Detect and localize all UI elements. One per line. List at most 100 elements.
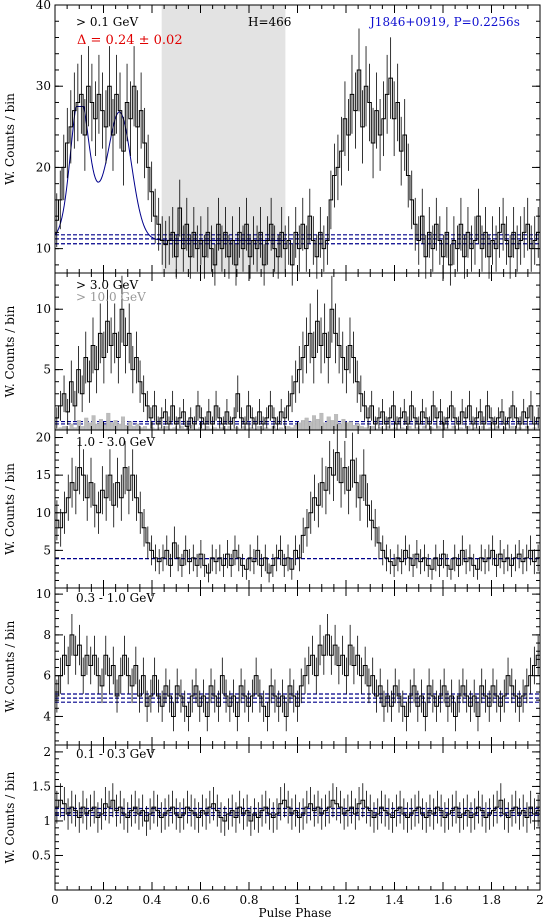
high-energy-bin (341, 418, 346, 431)
x-ticks (54, 745, 541, 890)
x-tick-label: 1.4 (385, 893, 404, 907)
high-energy-bin (106, 412, 111, 431)
panel-0.3-1.0-gev: 4 6 8 10 W. Counts / bin 0.3 - 1.0 GeV (3, 587, 541, 746)
y-tick-label: 15 (36, 468, 51, 482)
x-tick-labels: 0 0.2 0.4 0.6 0.8 1 1.2 1.4 1.6 1.8 2 (51, 893, 544, 907)
x-ticks (54, 588, 541, 745)
x-ticks (54, 5, 541, 273)
histogram-bin-outline (55, 452, 540, 574)
high-energy-bin (352, 425, 357, 431)
high-energy-bin (117, 423, 122, 431)
high-energy-bin (205, 426, 210, 431)
y-ticks: 0.5 1 1.5 2 (32, 745, 540, 891)
y-tick-label: 10 (36, 506, 51, 520)
high-energy-bin (98, 418, 103, 431)
y-tick-label: 4 (43, 709, 51, 723)
high-energy-bin (510, 426, 515, 431)
energy-label: 1.0 - 3.0 GeV (76, 435, 155, 449)
y-ticks: 10 20 30 40 (36, 0, 540, 266)
y-tick-label: 40 (36, 0, 51, 12)
x-ticks (54, 430, 541, 588)
high-energy-bin (348, 421, 353, 431)
y-tick-label: 10 (36, 302, 51, 316)
high-energy-bin (109, 422, 114, 431)
x-ticks (54, 273, 541, 430)
high-energy-bin (436, 426, 441, 431)
x-tick-label: 1 (294, 893, 302, 907)
y-tick-label: 20 (36, 160, 51, 174)
y-tick-label: 10 (36, 587, 51, 601)
x-tick-label: 0.4 (142, 893, 161, 907)
histogram-bin-outline (55, 69, 540, 266)
panel-1.0-3.0-gev: 5 10 15 20 W. Counts / bin 1.0 - 3.0 GeV (3, 424, 541, 589)
high-energy-bin (337, 423, 342, 431)
y-axis-label: W. Counts / bin (3, 93, 17, 185)
high-energy-bin (132, 426, 136, 431)
high-energy-bin (359, 426, 364, 431)
y-tick-label: 10 (36, 242, 51, 256)
high-energy-bin (293, 425, 298, 431)
high-energy-bin (84, 417, 89, 431)
y-ticks: 4 6 8 10 (36, 587, 540, 742)
high-energy-bin (69, 423, 74, 431)
high-energy-bin (481, 426, 486, 431)
high-energy-bin (315, 418, 320, 431)
histogram-bin-outline (55, 799, 540, 822)
high-energy-bin (165, 426, 170, 431)
pulsar-label: J1846+0919, P=0.2256s (368, 15, 520, 29)
histogram (55, 275, 540, 430)
high-energy-bin (422, 426, 427, 431)
high-energy-bin (80, 426, 85, 431)
high-energy-bin (323, 422, 328, 431)
high-energy-bin (326, 416, 331, 431)
y-tick-label: 5 (43, 543, 51, 557)
delta-label: Δ = 0.24 ± 0.02 (77, 33, 183, 48)
high-energy-bin (120, 416, 125, 431)
panel-gt-3.0-gev: 5 10 W. Counts / bin > 3.0 GeV > 10.0 GeV (3, 272, 541, 431)
x-tick-label: 1.6 (433, 893, 452, 907)
panel-gt-0.1-gev: 10 20 30 40 W. Counts / bin > 0.1 GeV Δ = 0… (3, 0, 541, 286)
x-axis-label: Pulse Phase (259, 906, 332, 920)
high-energy-bin (312, 415, 317, 431)
histogram (55, 424, 540, 583)
y-tick-label: 0.5 (32, 848, 51, 862)
histogram-bin-outline (55, 308, 540, 427)
y-tick-label: 5 (43, 363, 51, 377)
high-energy-bin (301, 420, 305, 431)
y-tick-label: 1.5 (32, 779, 51, 793)
high-energy-bin (143, 426, 147, 431)
high-energy-bin (179, 426, 184, 431)
energy-label: 0.3 - 1.0 GeV (76, 591, 155, 605)
y-tick-label: 2 (43, 745, 51, 759)
y-axis-label: W. Counts / bin (3, 620, 17, 712)
high-energy-bin (495, 426, 500, 431)
high-energy-bin (62, 426, 67, 431)
high-energy-bin (242, 426, 247, 431)
high-energy-bin (91, 415, 96, 431)
high-energy-bin (370, 426, 375, 431)
high-energy-bin (297, 422, 302, 431)
x-tick-label: 2 (536, 893, 544, 907)
x-tick-label: 0.8 (239, 893, 258, 907)
y-tick-label: 20 (36, 431, 51, 445)
h-statistic-label: H=466 (248, 15, 291, 29)
histogram (55, 783, 540, 836)
high-energy-bin (95, 423, 100, 431)
x-tick-label: 1.8 (482, 893, 501, 907)
high-energy-bin (256, 426, 261, 431)
panel-0.1-0.3-gev: 0.5 1 1.5 2 0 0.2 0.4 0.6 0.8 1 1.2 1.4 1.6 1.8 2 W. … (3, 744, 544, 907)
y-axis-label: W. Counts / bin (3, 771, 17, 863)
y-tick-label: 1 (43, 814, 51, 828)
energy-label: 0.1 - 0.3 GeV (76, 747, 155, 761)
histogram (55, 614, 540, 732)
x-tick-label: 0 (51, 893, 59, 907)
panel-frame (54, 429, 541, 589)
x-tick-label: 1.2 (336, 893, 355, 907)
high-energy-bin (304, 417, 309, 431)
x-tick-label: 0.2 (94, 893, 113, 907)
energy-label-2: > 10.0 GeV (76, 290, 146, 304)
y-tick-label: 6 (43, 669, 51, 683)
high-energy-bin (286, 426, 291, 431)
y-tick-label: 8 (43, 628, 51, 642)
